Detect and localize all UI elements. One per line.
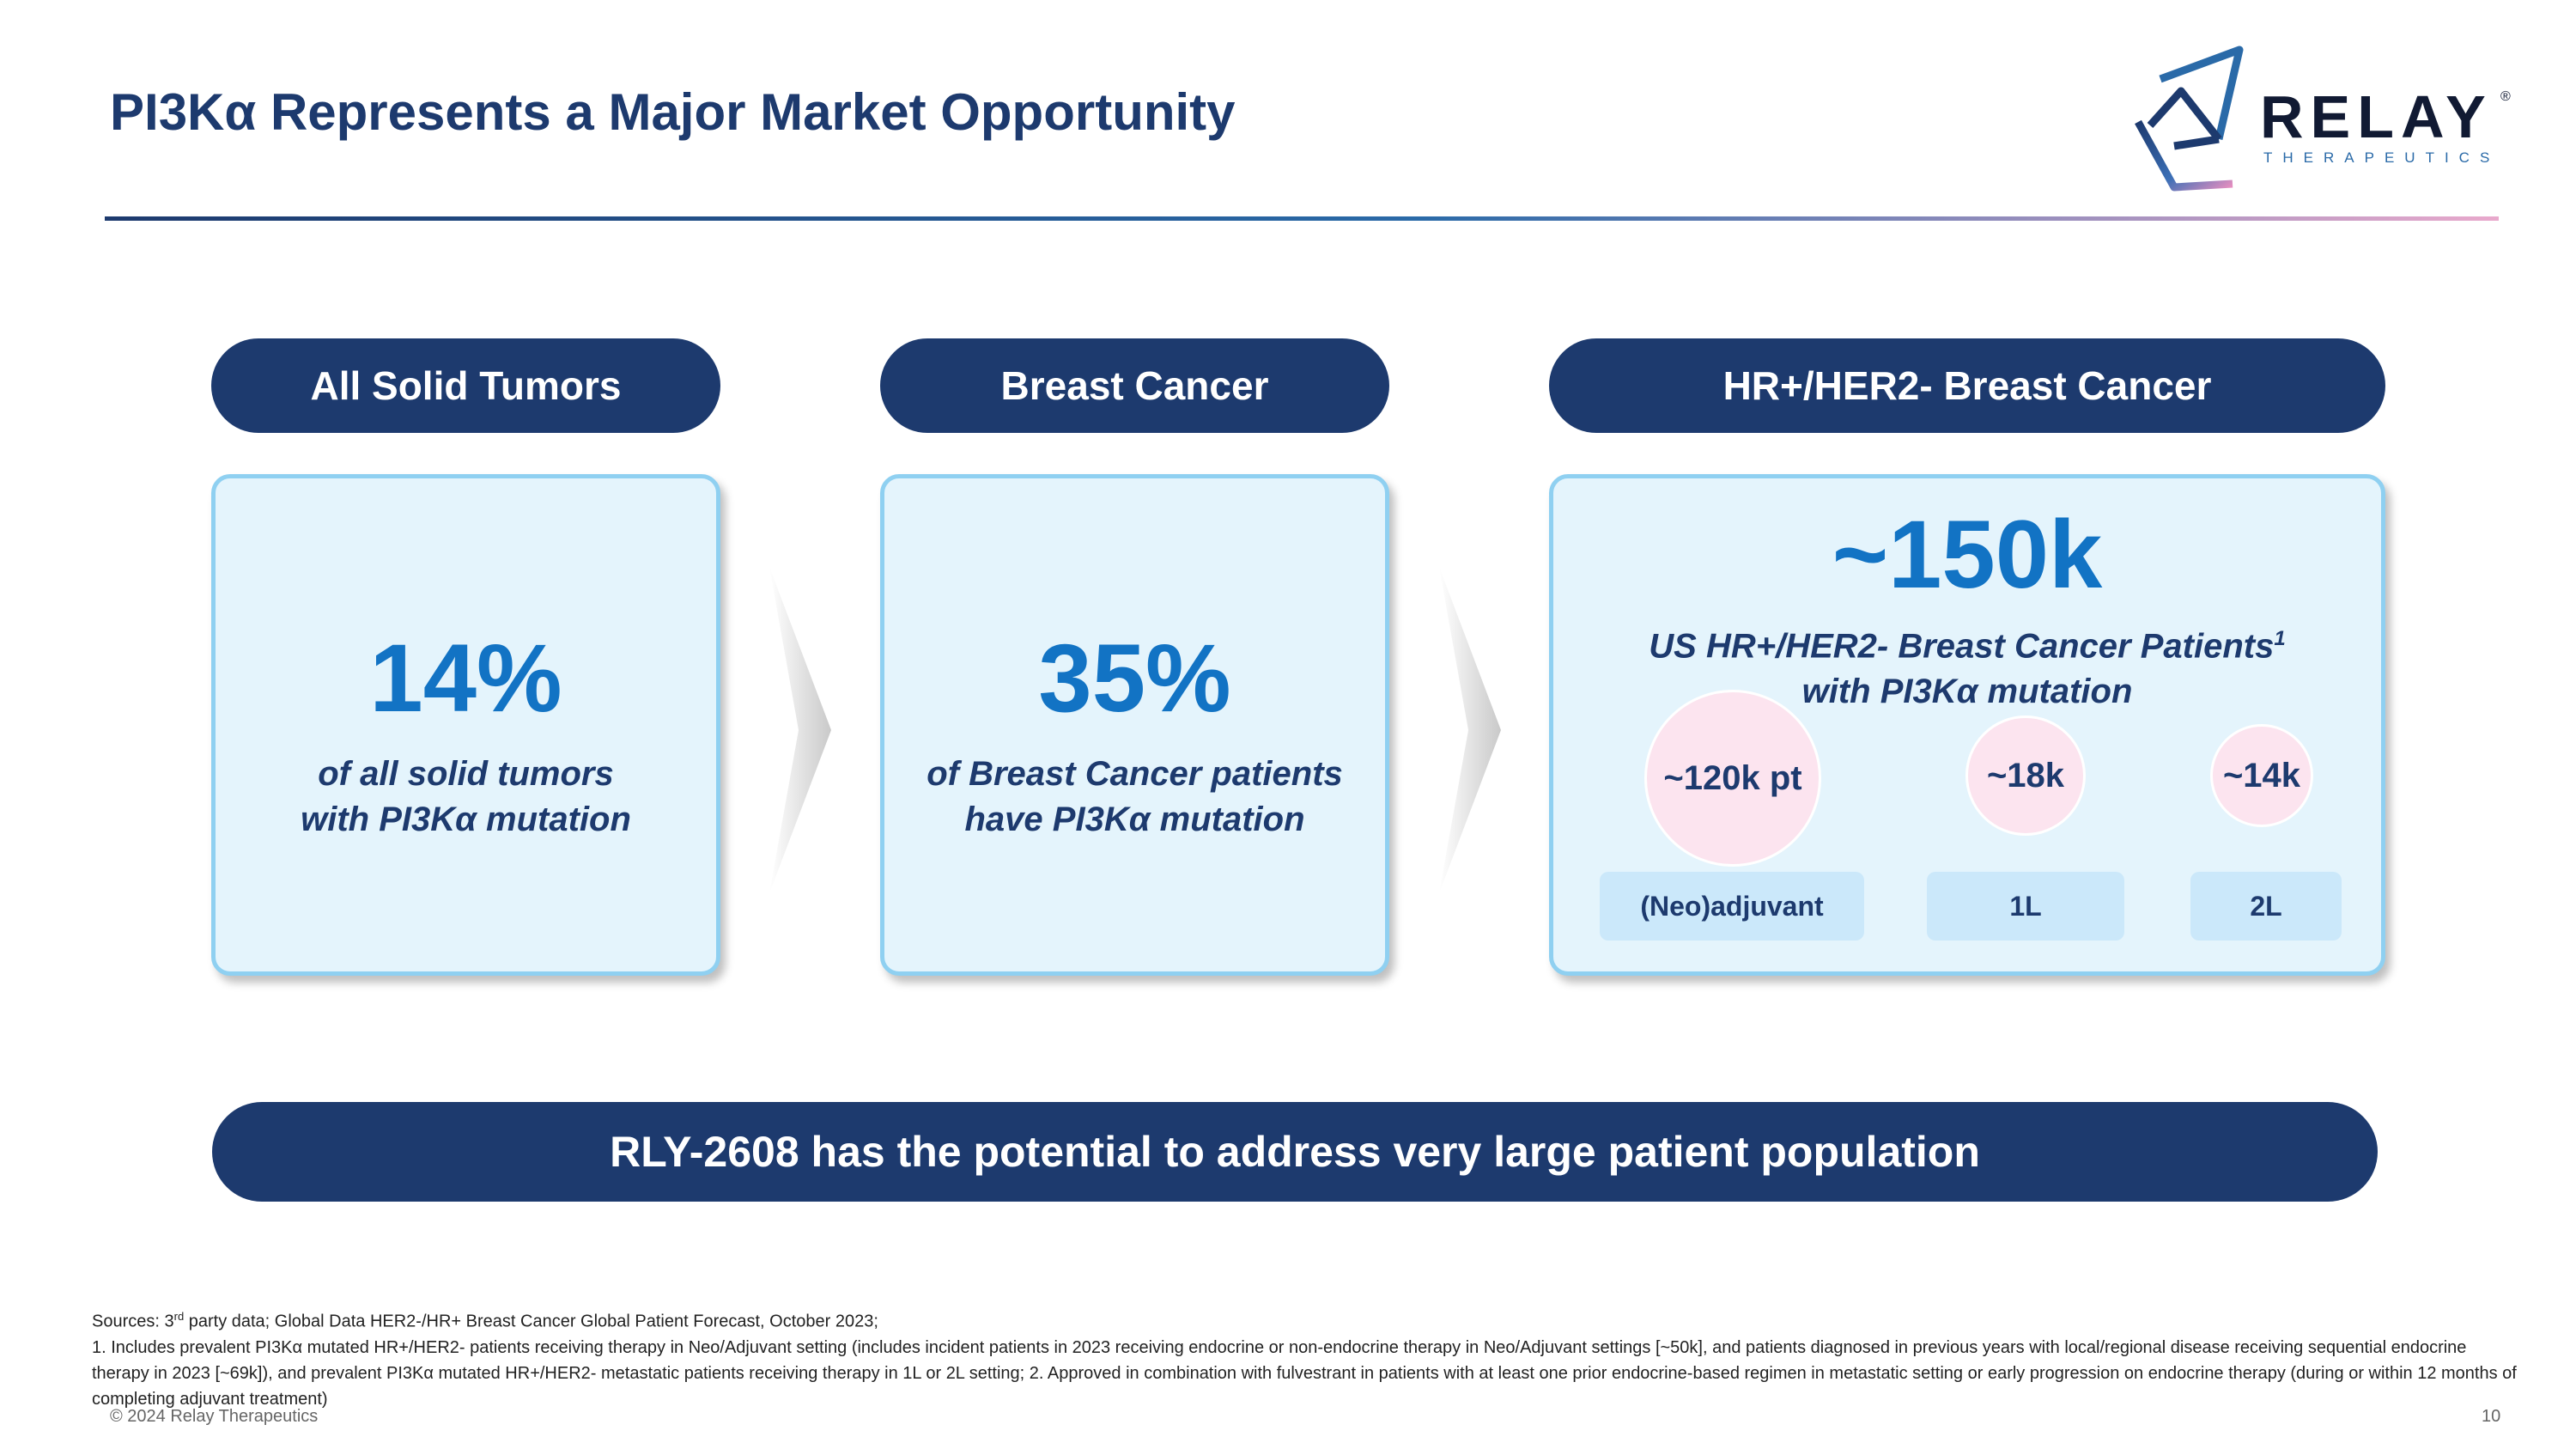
hr-her2-desc-line1: US HR+/HER2- Breast Cancer Patients1 xyxy=(1553,616,2381,669)
relay-logo: RELAY ® THERAPEUTICS xyxy=(2129,43,2524,198)
segment-2l-label: 2L xyxy=(2190,872,2342,941)
segment-1l-count: ~18k xyxy=(1965,715,2086,836)
breast-cancer-description: of Breast Cancer patients have PI3Kα mut… xyxy=(884,752,1385,843)
logo-registered-mark: ® xyxy=(2500,89,2511,104)
segment-2l-count: ~14k xyxy=(2210,724,2313,827)
logo-wordmark: RELAY xyxy=(2260,83,2493,150)
hr-her2-desc-footnote-ref: 1 xyxy=(2274,627,2286,650)
card-all-solid-tumors: 14% of all solid tumors with PI3Kα mutat… xyxy=(211,474,720,976)
solid-tumors-percent: 14% xyxy=(369,624,562,732)
breast-cancer-desc-line1: of Breast Cancer patients xyxy=(927,755,1343,793)
hr-her2-description: US HR+/HER2- Breast Cancer Patients1 wit… xyxy=(1553,616,2381,715)
card-hr-her2-breast-cancer: ~150k US HR+/HER2- Breast Cancer Patient… xyxy=(1549,474,2385,976)
solid-tumors-description: of all solid tumors with PI3Kα mutation xyxy=(216,752,716,843)
logo-subtitle: THERAPEUTICS xyxy=(2263,149,2500,166)
footnote-1: 1. Includes prevalent PI3Kα mutated HR+/… xyxy=(92,1337,2517,1409)
relay-mark-icon xyxy=(2135,46,2244,192)
hr-her2-desc-line1-text: US HR+/HER2- Breast Cancer Patients xyxy=(1649,627,2275,666)
header-all-solid-tumors: All Solid Tumors xyxy=(211,338,720,433)
summary-banner: RLY-2608 has the potential to address ve… xyxy=(212,1102,2378,1202)
sources-line: Sources: 3rd party data; Global Data HER… xyxy=(92,1304,2522,1335)
sources-prefix: Sources: 3 xyxy=(92,1312,174,1331)
hr-her2-desc-line2: with PI3Kα mutation xyxy=(1801,673,2133,711)
hr-her2-patient-count: ~150k xyxy=(1832,501,2103,608)
segment-neoadjuvant-count: ~120k pt xyxy=(1644,690,1821,867)
title-divider xyxy=(105,216,2499,221)
card-breast-cancer: 35% of Breast Cancer patients have PI3Kα… xyxy=(880,474,1389,976)
slide-title: PI3Kα Represents a Major Market Opportun… xyxy=(110,83,1236,141)
sources-superscript: rd xyxy=(173,1310,185,1323)
copyright: © 2024 Relay Therapeutics xyxy=(110,1407,319,1426)
solid-tumors-desc-line1: of all solid tumors xyxy=(318,755,614,793)
segment-1l-label: 1L xyxy=(1927,872,2124,941)
breast-cancer-desc-line2: have PI3Kα mutation xyxy=(964,801,1305,838)
chevron-right-icon xyxy=(1439,567,1501,893)
segment-neoadjuvant-label: (Neo)adjuvant xyxy=(1600,872,1864,941)
page-number: 10 xyxy=(2482,1407,2501,1426)
sources-rest: party data; Global Data HER2-/HR+ Breast… xyxy=(184,1312,878,1331)
solid-tumors-desc-line2: with PI3Kα mutation xyxy=(301,801,631,838)
footnotes: Sources: 3rd party data; Global Data HER… xyxy=(92,1304,2522,1412)
chevron-right-icon xyxy=(769,567,831,893)
header-hr-her2-breast-cancer: HR+/HER2- Breast Cancer xyxy=(1549,338,2385,433)
header-breast-cancer: Breast Cancer xyxy=(880,338,1389,433)
breast-cancer-percent: 35% xyxy=(1038,624,1231,732)
